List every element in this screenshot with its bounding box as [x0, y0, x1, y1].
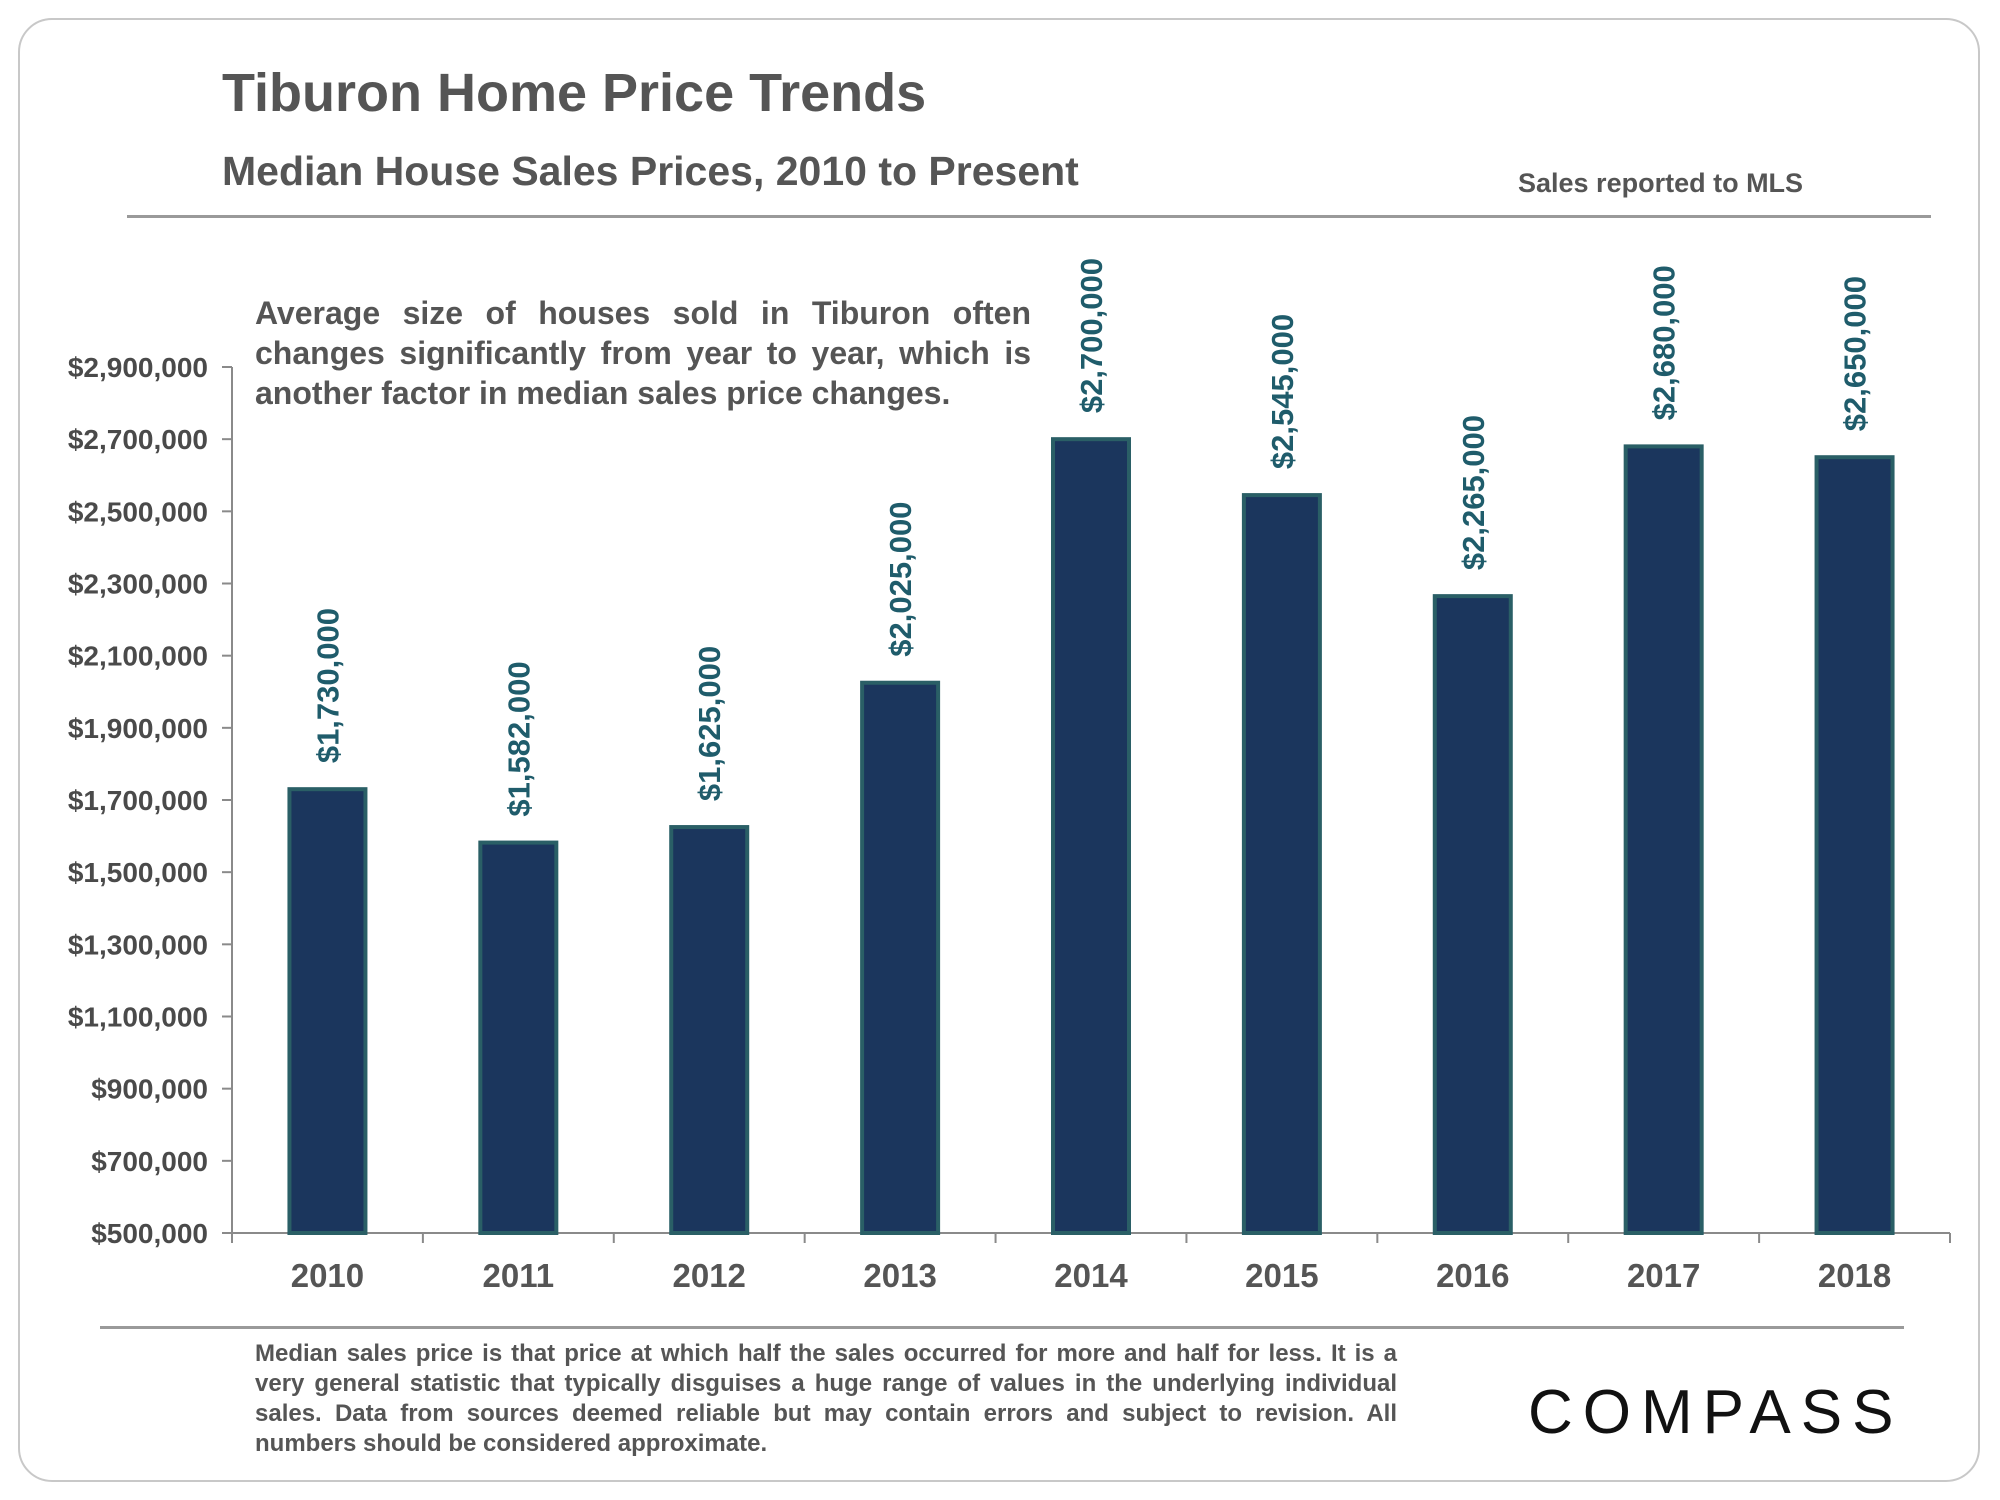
bar-2015	[1241, 493, 1322, 1235]
y-tick-label: $2,100,000	[68, 641, 208, 672]
x-tick-label: 2017	[1627, 1257, 1700, 1294]
compass-logo-text: COMPASS	[1528, 1378, 1903, 1445]
y-tick-label: $2,500,000	[68, 496, 208, 527]
data-label-2011: $1,582,000	[501, 661, 536, 816]
data-label-2016: $2,265,000	[1456, 415, 1491, 570]
bar-2012	[669, 825, 750, 1235]
y-tick-label: $1,900,000	[68, 713, 208, 744]
y-tick-label: $1,100,000	[68, 1002, 208, 1033]
chart-annotation: Average size of houses sold in Tiburon o…	[255, 295, 1031, 411]
y-tick-label: $1,300,000	[68, 929, 208, 960]
bar-2016	[1432, 594, 1513, 1235]
footnote: Median sales price is that price at whic…	[255, 1340, 1397, 1457]
bar-2018	[1814, 455, 1895, 1236]
x-tick-label: 2010	[291, 1257, 364, 1294]
y-tick-label: $1,500,000	[68, 857, 208, 888]
y-tick-label: $2,300,000	[68, 569, 208, 600]
chart-title: Tiburon Home Price Trends	[222, 63, 927, 123]
x-tick-label: 2014	[1054, 1257, 1128, 1294]
source-note: Sales reported to MLS	[1518, 168, 1804, 198]
compass-logo: COMPASS	[1528, 1378, 1903, 1445]
y-tick-label: $1,700,000	[68, 785, 208, 816]
x-tick-label: 2018	[1818, 1257, 1891, 1294]
bar-2013	[860, 680, 941, 1235]
bar-2011	[478, 840, 559, 1235]
bar-2010	[287, 787, 368, 1235]
y-tick-label: $2,900,000	[68, 352, 208, 383]
y-tick-label: $500,000	[91, 1218, 208, 1249]
data-label-2017: $2,680,000	[1647, 265, 1682, 420]
data-label-2015: $2,545,000	[1265, 314, 1300, 469]
x-tick-label: 2013	[863, 1257, 936, 1294]
data-label-2012: $1,625,000	[692, 646, 727, 801]
bar-2014	[1051, 437, 1131, 1235]
header-divider	[127, 215, 1931, 218]
data-label-2018: $2,650,000	[1838, 276, 1873, 431]
data-label-2014: $2,700,000	[1074, 258, 1109, 413]
x-tick-label: 2015	[1245, 1257, 1318, 1294]
y-tick-label: $2,700,000	[68, 424, 208, 455]
x-tick-label: 2016	[1436, 1257, 1509, 1294]
footer-divider	[100, 1326, 1904, 1329]
y-tick-label: $900,000	[91, 1074, 208, 1105]
bar-2017	[1623, 444, 1704, 1235]
data-label-2010: $1,730,000	[310, 608, 345, 763]
data-label-2013: $2,025,000	[883, 502, 918, 657]
y-tick-label: $700,000	[91, 1146, 208, 1177]
chart-subtitle: Median House Sales Prices, 2010 to Prese…	[222, 148, 1079, 194]
x-tick-label: 2011	[483, 1257, 555, 1294]
x-tick-label: 2012	[673, 1257, 746, 1294]
